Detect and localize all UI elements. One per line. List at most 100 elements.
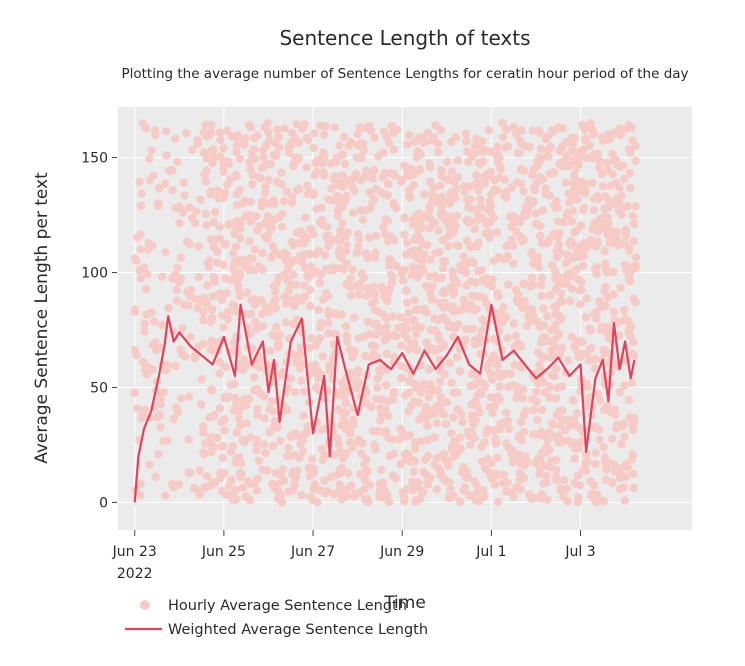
- legend-item-weighted[interactable]: Weighted Average Sentence Length: [125, 622, 428, 638]
- hourly-point: [419, 266, 428, 275]
- hourly-point: [198, 422, 208, 431]
- hourly-point: [241, 401, 251, 410]
- hourly-point: [430, 346, 439, 355]
- hourly-point: [416, 150, 425, 159]
- hourly-point: [373, 383, 382, 392]
- hourly-point: [463, 236, 472, 245]
- hourly-point: [341, 322, 351, 331]
- hourly-point: [238, 137, 248, 146]
- hourly-point: [161, 127, 171, 136]
- hourly-point: [475, 338, 484, 347]
- hourly-point: [418, 239, 427, 249]
- legend[interactable]: Hourly Average Sentence Length Weighted …: [125, 598, 428, 638]
- hourly-point: [412, 265, 421, 274]
- hourly-point: [474, 267, 483, 276]
- hourly-point: [200, 170, 209, 179]
- hourly-point: [226, 175, 235, 184]
- hourly-point: [591, 242, 601, 251]
- hourly-point: [350, 313, 359, 322]
- hourly-point: [384, 138, 394, 148]
- hourly-point: [309, 143, 318, 152]
- hourly-point: [436, 181, 445, 190]
- hourly-point: [408, 477, 417, 487]
- hourly-point: [610, 128, 619, 138]
- legend-item-hourly[interactable]: Hourly Average Sentence Length: [140, 598, 407, 614]
- hourly-point: [495, 395, 504, 405]
- hourly-point: [464, 157, 473, 167]
- hourly-point: [272, 322, 281, 332]
- hourly-point: [568, 141, 577, 150]
- hourly-point: [426, 255, 435, 264]
- hourly-point: [209, 145, 218, 154]
- hourly-point: [426, 326, 435, 335]
- hourly-point: [405, 377, 414, 386]
- hourly-point: [609, 267, 618, 277]
- hourly-point: [194, 342, 203, 351]
- hourly-point: [566, 296, 575, 306]
- hourly-point: [605, 135, 614, 144]
- hourly-point: [224, 159, 233, 169]
- hourly-point: [449, 452, 458, 462]
- hourly-point: [555, 297, 564, 307]
- hourly-point: [545, 169, 554, 178]
- hourly-point: [383, 396, 393, 406]
- hourly-point: [538, 431, 548, 440]
- hourly-point: [567, 332, 576, 342]
- hourly-point: [548, 260, 557, 270]
- hourly-point: [260, 414, 269, 423]
- hourly-point: [156, 423, 165, 432]
- hourly-point: [581, 466, 590, 475]
- hourly-point: [463, 304, 472, 313]
- hourly-point: [539, 479, 548, 488]
- hourly-point: [345, 345, 355, 354]
- hourly-point: [231, 485, 241, 495]
- hourly-point: [572, 164, 581, 173]
- hourly-point: [372, 231, 381, 241]
- hourly-point: [607, 434, 617, 444]
- hourly-point: [437, 208, 446, 217]
- hourly-point: [292, 186, 302, 195]
- hourly-point: [493, 228, 502, 237]
- hourly-point: [527, 273, 537, 282]
- hourly-point: [586, 325, 595, 335]
- hourly-point: [414, 483, 423, 492]
- hourly-point: [180, 300, 189, 309]
- hourly-point: [230, 274, 240, 283]
- hourly-point: [377, 367, 386, 376]
- hourly-point: [323, 222, 332, 232]
- hourly-point: [588, 126, 598, 135]
- hourly-point: [468, 324, 478, 333]
- hourly-point: [486, 167, 495, 176]
- hourly-point: [615, 388, 624, 397]
- hourly-point: [445, 358, 454, 368]
- hourly-point: [485, 197, 494, 206]
- hourly-point: [449, 437, 459, 446]
- hourly-point: [482, 299, 491, 308]
- hourly-point: [562, 484, 571, 494]
- hourly-point: [136, 479, 145, 489]
- hourly-point: [433, 315, 443, 325]
- hourly-point: [432, 274, 441, 284]
- hourly-point: [224, 220, 233, 229]
- hourly-point: [199, 448, 208, 457]
- hourly-point: [263, 212, 272, 221]
- hourly-point: [631, 141, 640, 150]
- hourly-point: [585, 141, 594, 150]
- hourly-point: [276, 371, 286, 380]
- hourly-point: [587, 491, 596, 500]
- hourly-point: [570, 342, 579, 351]
- hourly-point: [273, 423, 282, 432]
- hourly-point: [598, 132, 607, 142]
- hourly-point: [405, 186, 414, 195]
- hourly-point: [520, 296, 530, 305]
- hourly-point: [246, 433, 255, 442]
- hourly-point: [518, 394, 528, 403]
- hourly-point: [369, 282, 378, 291]
- hourly-point: [510, 218, 519, 227]
- hourly-point: [307, 454, 317, 464]
- hourly-point: [519, 235, 528, 244]
- hourly-point: [258, 249, 267, 258]
- hourly-point: [279, 271, 289, 280]
- hourly-point: [207, 305, 216, 314]
